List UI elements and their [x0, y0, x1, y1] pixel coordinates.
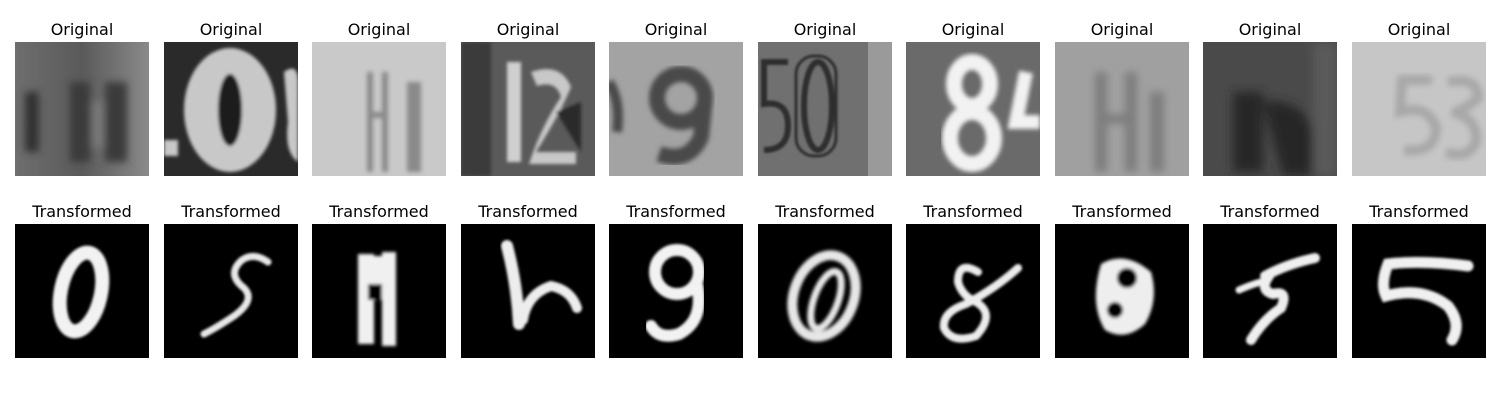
original-digit-image: [758, 42, 892, 176]
panel-title: Original: [1387, 20, 1451, 39]
original-digit-image: [1055, 42, 1189, 176]
panel-title: Original: [1090, 20, 1154, 39]
panel-title: Transformed: [775, 202, 875, 221]
transformed-digit-image: [1055, 224, 1189, 358]
original-digit-image: [609, 42, 743, 176]
original-digit-image: [312, 42, 446, 176]
panel-title: Original: [496, 20, 560, 39]
panel-title: Original: [644, 20, 708, 39]
original-digit-image: [461, 42, 595, 176]
panel-title: Transformed: [626, 202, 726, 221]
panel-title: Transformed: [478, 202, 578, 221]
original-digit-image: [164, 42, 298, 176]
panel-title: Transformed: [1220, 202, 1320, 221]
original-digit-image: [15, 42, 149, 176]
panel-title: Original: [347, 20, 411, 39]
transformed-digit-image: [312, 224, 446, 358]
panel-title: Transformed: [923, 202, 1023, 221]
original-digit-image: [1352, 42, 1486, 176]
panel-title: Original: [199, 20, 263, 39]
panel-title: Transformed: [329, 202, 429, 221]
original-digit-image: [1203, 42, 1337, 176]
transformed-digit-image: [164, 224, 298, 358]
original-digit-image: [906, 42, 1040, 176]
panel-title: Original: [50, 20, 114, 39]
panel-title: Transformed: [1072, 202, 1172, 221]
transformed-digit-image: [609, 224, 743, 358]
panel-title: Transformed: [181, 202, 281, 221]
transformed-digit-image: [15, 224, 149, 358]
transformed-digit-image: [1203, 224, 1337, 358]
panel-title: Original: [1238, 20, 1302, 39]
transformed-digit-image: [906, 224, 1040, 358]
panel-title: Transformed: [32, 202, 132, 221]
panel-title: Original: [793, 20, 857, 39]
transformed-digit-image: [1352, 224, 1486, 358]
panel-title: Original: [941, 20, 1005, 39]
transformed-digit-image: [461, 224, 595, 358]
panel-title: Transformed: [1369, 202, 1469, 221]
transformed-digit-image: [758, 224, 892, 358]
